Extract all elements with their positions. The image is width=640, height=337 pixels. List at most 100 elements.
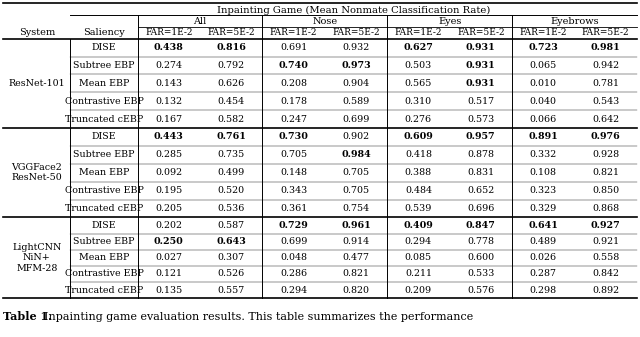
Text: 0.323: 0.323 bbox=[529, 186, 557, 195]
Text: 0.914: 0.914 bbox=[342, 237, 369, 246]
Text: 0.543: 0.543 bbox=[592, 97, 620, 106]
Text: 0.477: 0.477 bbox=[342, 253, 369, 262]
Text: 0.010: 0.010 bbox=[530, 79, 557, 88]
Text: Table 1.  Inpainting game evaluation results. This table summarizes the performa: Table 1. Inpainting game evaluation resu… bbox=[3, 312, 484, 322]
Text: 0.310: 0.310 bbox=[405, 97, 432, 106]
Text: 0.388: 0.388 bbox=[405, 168, 432, 177]
Text: 0.931: 0.931 bbox=[466, 43, 495, 52]
Text: DISE: DISE bbox=[92, 221, 116, 230]
Text: Truncated cEBP: Truncated cEBP bbox=[65, 286, 143, 295]
Text: ResNet-101: ResNet-101 bbox=[8, 79, 65, 88]
Text: System: System bbox=[19, 28, 55, 37]
Text: 0.573: 0.573 bbox=[467, 115, 495, 124]
Text: 0.143: 0.143 bbox=[156, 79, 182, 88]
Text: 0.981: 0.981 bbox=[591, 43, 620, 52]
Text: VGGFace2
ResNet-50: VGGFace2 ResNet-50 bbox=[12, 163, 62, 182]
Text: 0.729: 0.729 bbox=[279, 221, 308, 230]
Text: Subtree EBP: Subtree EBP bbox=[73, 150, 135, 159]
Text: 0.409: 0.409 bbox=[404, 221, 433, 230]
Text: 0.847: 0.847 bbox=[466, 221, 496, 230]
Text: 0.066: 0.066 bbox=[529, 115, 557, 124]
Text: 0.778: 0.778 bbox=[467, 237, 494, 246]
Text: 0.643: 0.643 bbox=[216, 237, 246, 246]
Text: 0.696: 0.696 bbox=[467, 204, 495, 213]
Text: 0.904: 0.904 bbox=[342, 79, 369, 88]
Text: 0.691: 0.691 bbox=[280, 43, 307, 52]
Text: 0.868: 0.868 bbox=[592, 204, 619, 213]
Text: 0.723: 0.723 bbox=[528, 43, 558, 52]
Text: Mean EBP: Mean EBP bbox=[79, 253, 129, 262]
Text: 0.730: 0.730 bbox=[278, 132, 308, 142]
Text: 0.821: 0.821 bbox=[342, 270, 369, 278]
Text: 0.931: 0.931 bbox=[466, 79, 495, 88]
Text: Contrastive EBP: Contrastive EBP bbox=[65, 186, 143, 195]
Text: 0.589: 0.589 bbox=[342, 97, 370, 106]
Text: 0.121: 0.121 bbox=[156, 270, 182, 278]
Text: FAR=5E-2: FAR=5E-2 bbox=[457, 28, 504, 37]
Text: 0.705: 0.705 bbox=[280, 150, 307, 159]
Text: 0.792: 0.792 bbox=[218, 61, 244, 70]
Text: 0.048: 0.048 bbox=[280, 253, 307, 262]
Text: 0.699: 0.699 bbox=[342, 115, 370, 124]
Text: 0.247: 0.247 bbox=[280, 115, 307, 124]
Text: Subtree EBP: Subtree EBP bbox=[73, 237, 135, 246]
Text: DISE: DISE bbox=[92, 43, 116, 52]
Text: 0.609: 0.609 bbox=[404, 132, 433, 142]
Text: Inpainting game evaluation results. This table summarizes the performance: Inpainting game evaluation results. This… bbox=[44, 312, 473, 322]
Text: 0.108: 0.108 bbox=[530, 168, 557, 177]
Text: 0.652: 0.652 bbox=[467, 186, 495, 195]
Text: Truncated cEBP: Truncated cEBP bbox=[65, 204, 143, 213]
Text: 0.735: 0.735 bbox=[218, 150, 245, 159]
Text: Contrastive EBP: Contrastive EBP bbox=[65, 270, 143, 278]
Text: 0.928: 0.928 bbox=[592, 150, 619, 159]
Text: 0.781: 0.781 bbox=[592, 79, 619, 88]
Text: 0.329: 0.329 bbox=[529, 204, 557, 213]
Text: 0.209: 0.209 bbox=[405, 286, 432, 295]
Text: Saliency: Saliency bbox=[83, 28, 125, 37]
Text: 0.332: 0.332 bbox=[529, 150, 557, 159]
Text: Contrastive EBP: Contrastive EBP bbox=[65, 97, 143, 106]
Text: 0.565: 0.565 bbox=[404, 79, 432, 88]
Text: 0.202: 0.202 bbox=[156, 221, 182, 230]
Text: 0.517: 0.517 bbox=[467, 97, 494, 106]
Text: 0.294: 0.294 bbox=[405, 237, 432, 246]
Text: 0.484: 0.484 bbox=[405, 186, 432, 195]
Text: 0.705: 0.705 bbox=[342, 168, 369, 177]
Text: 0.085: 0.085 bbox=[405, 253, 432, 262]
Text: 0.526: 0.526 bbox=[218, 270, 245, 278]
Text: 0.831: 0.831 bbox=[467, 168, 494, 177]
Text: 0.921: 0.921 bbox=[592, 237, 619, 246]
Text: 0.274: 0.274 bbox=[156, 61, 182, 70]
Text: 0.902: 0.902 bbox=[342, 132, 369, 142]
Text: 0.503: 0.503 bbox=[404, 61, 432, 70]
Text: 0.135: 0.135 bbox=[155, 286, 182, 295]
Text: 0.536: 0.536 bbox=[218, 204, 245, 213]
Text: 0.627: 0.627 bbox=[403, 43, 433, 52]
Text: 0.343: 0.343 bbox=[280, 186, 307, 195]
Text: 0.582: 0.582 bbox=[218, 115, 244, 124]
Text: 0.026: 0.026 bbox=[530, 253, 557, 262]
Text: 0.740: 0.740 bbox=[278, 61, 308, 70]
Text: 0.520: 0.520 bbox=[218, 186, 244, 195]
Text: 0.842: 0.842 bbox=[592, 270, 619, 278]
Text: 0.533: 0.533 bbox=[467, 270, 495, 278]
Text: 0.984: 0.984 bbox=[341, 150, 371, 159]
Text: Subtree EBP: Subtree EBP bbox=[73, 61, 135, 70]
Text: FAR=1E-2: FAR=1E-2 bbox=[395, 28, 442, 37]
Text: 0.298: 0.298 bbox=[530, 286, 557, 295]
Text: 0.587: 0.587 bbox=[218, 221, 244, 230]
Text: 0.705: 0.705 bbox=[342, 186, 369, 195]
Text: 0.287: 0.287 bbox=[530, 270, 557, 278]
Text: 0.957: 0.957 bbox=[466, 132, 495, 142]
Text: 0.600: 0.600 bbox=[467, 253, 494, 262]
Text: 0.092: 0.092 bbox=[156, 168, 182, 177]
Text: FAR=1E-2: FAR=1E-2 bbox=[520, 28, 567, 37]
Text: 0.132: 0.132 bbox=[156, 97, 182, 106]
Text: 0.205: 0.205 bbox=[156, 204, 182, 213]
Text: Inpainting Game (Mean Nonmate Classification Rate): Inpainting Game (Mean Nonmate Classifica… bbox=[217, 5, 490, 15]
Text: 0.850: 0.850 bbox=[592, 186, 619, 195]
Text: 0.294: 0.294 bbox=[280, 286, 307, 295]
Text: 0.361: 0.361 bbox=[280, 204, 307, 213]
Text: 0.878: 0.878 bbox=[467, 150, 494, 159]
Text: Nose: Nose bbox=[312, 17, 337, 26]
